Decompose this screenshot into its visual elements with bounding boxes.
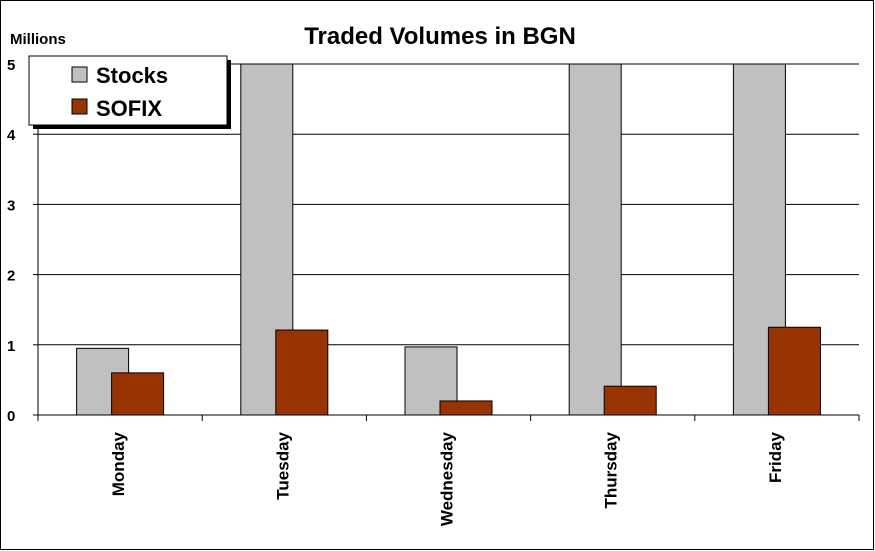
y-axis-ticks: 0 1 2 3 4 5 [7, 57, 38, 425]
y-tick-label: 3 [7, 197, 15, 214]
y-unit-label: Millions [10, 31, 66, 48]
y-tick-label: 0 [7, 408, 15, 425]
x-tick-label: Friday [766, 431, 785, 483]
y-tick-label: 2 [7, 268, 15, 285]
bar-sofix-monday [111, 372, 165, 416]
legend-label-sofix: SOFIX [96, 96, 162, 121]
y-tick-label: 5 [7, 57, 15, 74]
bar-sofix-tuesday [275, 329, 329, 416]
bars [76, 63, 821, 416]
legend-label-stocks: Stocks [96, 63, 168, 88]
legend: Stocks SOFIX [28, 55, 231, 129]
legend-swatch-sofix [71, 98, 88, 115]
x-axis-labels: Monday Tuesday Wednesday Thursday Friday [109, 431, 785, 526]
bar-stocks-thursday [568, 63, 622, 416]
bar-sofix-friday [767, 326, 821, 416]
bar-sofix-wednesday [439, 400, 493, 416]
legend-swatch-stocks [71, 66, 88, 83]
legend-box [28, 55, 228, 126]
y-tick-label: 4 [7, 127, 16, 144]
x-tick-label: Tuesday [273, 431, 292, 499]
bar-sofix-thursday [603, 385, 657, 416]
x-tick-label: Thursday [602, 431, 621, 508]
x-tick-label: Wednesday [438, 431, 457, 526]
x-tick-label: Monday [109, 431, 128, 496]
y-tick-label: 1 [7, 338, 15, 355]
chart-title: Traded Volumes in BGN [304, 23, 576, 50]
